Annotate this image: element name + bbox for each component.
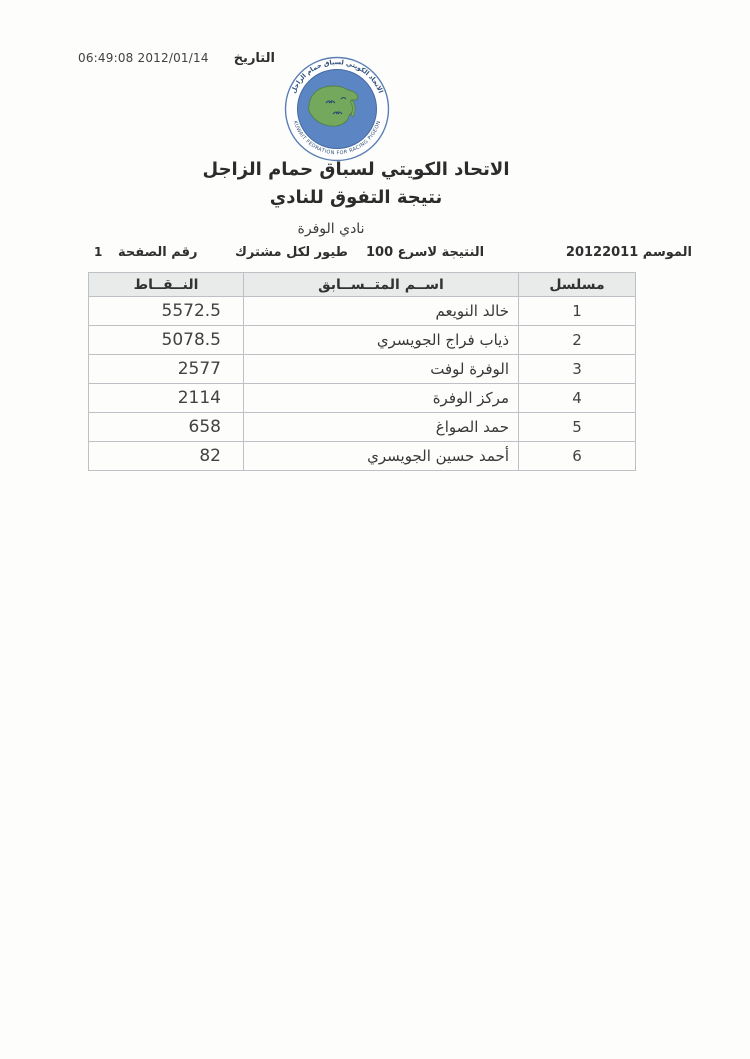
header-name: اســم المتــســابق [243, 272, 519, 297]
serial-cell: 6 [518, 441, 636, 471]
header-points: النــقــاط [88, 272, 244, 297]
table-header-row: مسلسل اســم المتــســابق النــقــاط [88, 272, 636, 297]
header-serial: مسلسل [518, 272, 636, 297]
page-number-label: رقم الصفحة [118, 245, 198, 260]
club-name: نادي الوفرة [297, 221, 365, 237]
serial-cell: 3 [518, 354, 636, 384]
table-row: 4 مركز الوفرة 2114 [88, 383, 636, 413]
page-number-value: 1 [94, 245, 103, 259]
results-table: مسلسل اســم المتــســابق النــقــاط 1 خا… [88, 272, 636, 471]
table-row: 2 ذياب فراج الجويسري 5078.5 [88, 325, 636, 355]
serial-cell: 4 [518, 383, 636, 413]
points-cell: 2114 [88, 383, 244, 413]
pigeon-marks-icon [325, 96, 347, 115]
date-row: 06:49:08 2012/01/14 التاريخ [78, 51, 275, 66]
table-row: 3 الوفرة لوفت 2577 [88, 354, 636, 384]
season-value: الموسم 20122011 [565, 245, 692, 260]
federation-title: الاتحاد الكويتي لسباق حمام الزاجل [202, 159, 510, 180]
name-cell: مركز الوفرة [243, 383, 519, 413]
table-row: 6 أحمد حسين الجويسري 82 [88, 441, 636, 471]
serial-cell: 5 [518, 412, 636, 442]
table-row: 5 حمد الصواغ 658 [88, 412, 636, 442]
serial-cell: 1 [518, 296, 636, 326]
points-cell: 5078.5 [88, 325, 244, 355]
results-table-container: مسلسل اســم المتــســابق النــقــاط 1 خا… [88, 272, 636, 471]
points-cell: 658 [88, 412, 244, 442]
meta-line: الموسم 20122011 النتيجة لاسرع 100 طيور ل… [0, 245, 750, 263]
date-label: التاريخ [233, 51, 275, 66]
kuwait-map-bay [349, 99, 356, 118]
name-cell: خالد النويعم [243, 296, 519, 326]
federation-logo-icon: الاتحاد الكويتي لسباق حمام الزاجل KUWAIT… [283, 55, 391, 163]
points-cell: 5572.5 [88, 296, 244, 326]
name-cell: أحمد حسين الجويسري [243, 441, 519, 471]
report-title: نتيجة التفوق للنادي [269, 187, 443, 208]
points-cell: 2577 [88, 354, 244, 384]
federation-seal: الاتحاد الكويتي لسباق حمام الزاجل KUWAIT… [284, 56, 390, 162]
result-note: النتيجة لاسرع 100 طيور لكل مشترك [235, 245, 485, 260]
serial-cell: 2 [518, 325, 636, 355]
points-cell: 82 [88, 441, 244, 471]
table-row: 1 خالد النويعم 5572.5 [88, 296, 636, 326]
name-cell: الوفرة لوفت [243, 354, 519, 384]
date-value: 06:49:08 2012/01/14 [78, 51, 209, 65]
name-cell: ذياب فراج الجويسري [243, 325, 519, 355]
name-cell: حمد الصواغ [243, 412, 519, 442]
title-block: الاتحاد الكويتي لسباق حمام الزاجل نتيجة … [0, 158, 712, 238]
